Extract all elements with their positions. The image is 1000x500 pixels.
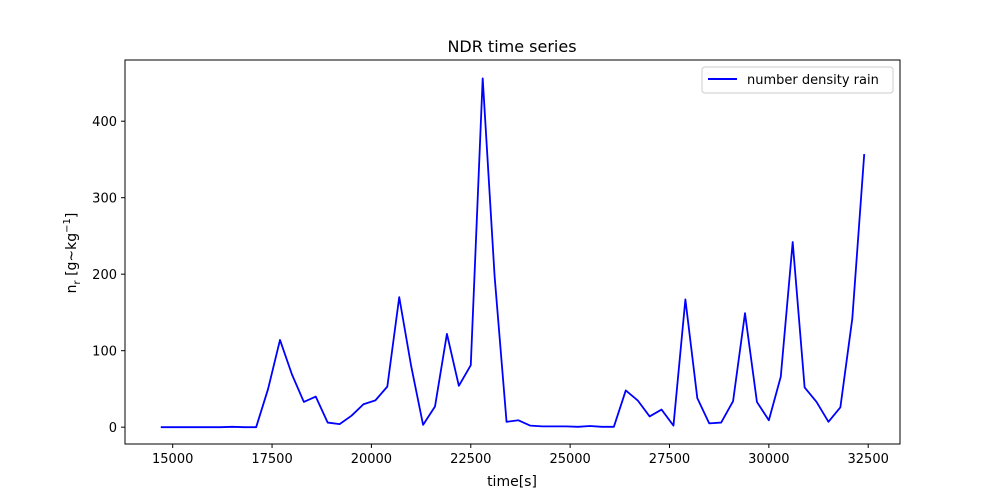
x-tick-label: 15000 [152,452,193,467]
x-tick-label: 30000 [748,452,789,467]
x-axis-label: time[s] [487,474,537,490]
y-axis-label: nr [g~kg−1] [62,213,83,294]
y-tick-label: 200 [92,268,117,283]
chart-title: NDR time series [447,37,576,56]
series-line-0 [160,77,866,429]
y-tick-label: 400 [92,115,117,130]
legend-label: number density rain [747,73,879,88]
x-tick-label: 32500 [848,452,889,467]
y-axis-label-exponent: −1 [62,218,73,233]
y-axis-ticks: 0 100 200 300 400 [92,115,125,436]
x-axis-ticks: 15000 17500 20000 22500 25000 27500 30000 32500 [152,444,889,467]
x-tick-label: 17500 [251,452,292,467]
plot-frame [124,59,901,445]
y-tick-label: 100 [92,345,117,360]
y-axis-label-main: n [64,285,80,294]
y-axis-label-end: ] [64,213,80,218]
plot-area [160,77,866,429]
x-tick-label: 20000 [351,452,392,467]
x-tick-label: 22500 [450,452,491,467]
x-tick-label: 27500 [649,452,690,467]
legend: number density rain [701,66,894,94]
y-tick-label: 300 [92,192,117,207]
y-axis-label-unit: [g~kg [64,233,80,281]
y-tick-label: 0 [109,421,117,436]
x-tick-label: 25000 [549,452,590,467]
y-axis-label-subscript: r [72,280,83,285]
legend-box [701,66,894,94]
